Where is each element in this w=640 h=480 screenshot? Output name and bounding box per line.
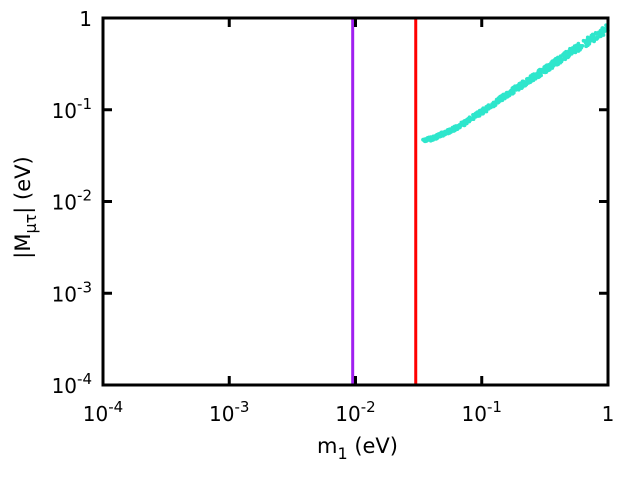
y-axis-label: |Mμτ| (eV): [11, 156, 40, 258]
y-tick-label: 10-3: [52, 278, 92, 306]
data-point: [569, 51, 573, 55]
data-point: [596, 35, 600, 40]
data-point: [546, 64, 550, 68]
data-point: [514, 86, 519, 91]
data-point: [584, 44, 589, 49]
data-point: [493, 103, 498, 107]
data-point: [560, 57, 565, 62]
data-point: [525, 77, 529, 81]
data-point: [533, 77, 538, 81]
x-tick-label: 10-2: [335, 398, 375, 426]
data-point: [504, 94, 508, 99]
data-point: [466, 116, 471, 121]
data-point: [575, 46, 579, 51]
data-point: [437, 133, 442, 137]
marks-layer: [351, 18, 610, 385]
data-point: [565, 50, 569, 55]
data-point: [574, 43, 579, 48]
data-point: [471, 113, 475, 117]
x-tick-label: 10-1: [462, 398, 502, 426]
data-point: [481, 108, 486, 113]
data-point: [530, 76, 535, 81]
data-point: [445, 129, 450, 133]
data-point: [484, 105, 489, 109]
data-point: [477, 108, 482, 113]
data-point: [555, 61, 560, 65]
y-tick-label: 1: [79, 7, 92, 31]
data-point: [435, 132, 439, 137]
data-point: [446, 131, 450, 136]
data-point: [510, 88, 514, 93]
data-point: [578, 48, 582, 52]
data-point: [427, 137, 432, 141]
data-point: [541, 70, 545, 74]
data-point: [569, 48, 573, 53]
data-point: [521, 79, 525, 84]
data-point: [431, 134, 436, 139]
data-point: [550, 66, 555, 70]
data-point: [581, 38, 586, 43]
data-point: [470, 116, 474, 121]
data-point: [497, 99, 502, 103]
data-point: [435, 135, 440, 140]
x-tick-label: 10-3: [209, 398, 249, 426]
data-point: [565, 55, 570, 60]
data-point: [507, 91, 512, 96]
data-point: [552, 59, 557, 64]
y-tick-label: 10-4: [52, 370, 92, 398]
ticks-layer: [101, 16, 610, 387]
x-tick-label: 1: [602, 402, 615, 426]
data-point: [455, 127, 459, 131]
data-point: [459, 120, 464, 125]
data-point: [561, 54, 566, 58]
data-point: [593, 31, 598, 36]
data-point: [520, 85, 525, 89]
data-point: [489, 104, 494, 108]
data-point: [578, 44, 583, 49]
data-point: [480, 112, 485, 116]
labels-layer: 10-4 10-3 10-2 10-1 1 10-4 10-3 10-2 10-1 1 m1 (eV…: [11, 7, 614, 463]
data-point: [510, 92, 515, 96]
data-point: [441, 131, 446, 135]
x-tick-label: 10-4: [83, 398, 123, 426]
data-point: [573, 50, 578, 55]
data-point: [592, 37, 596, 42]
data-point: [526, 80, 531, 85]
data-point: [599, 33, 604, 37]
data-point: [500, 97, 505, 102]
data-point: [544, 69, 549, 73]
data-point: [519, 82, 524, 86]
data-point: [537, 73, 542, 78]
data-point: [536, 68, 541, 73]
series-1-points: [421, 23, 610, 144]
data-point: [497, 95, 502, 100]
x-axis-label: m1 (eV): [317, 434, 398, 463]
y-tick-label: 10-2: [52, 187, 92, 215]
data-point: [501, 94, 505, 99]
data-point: [587, 36, 591, 41]
data-point: [450, 127, 455, 132]
y-tick-label: 10-1: [52, 95, 92, 123]
data-point: [423, 139, 428, 143]
